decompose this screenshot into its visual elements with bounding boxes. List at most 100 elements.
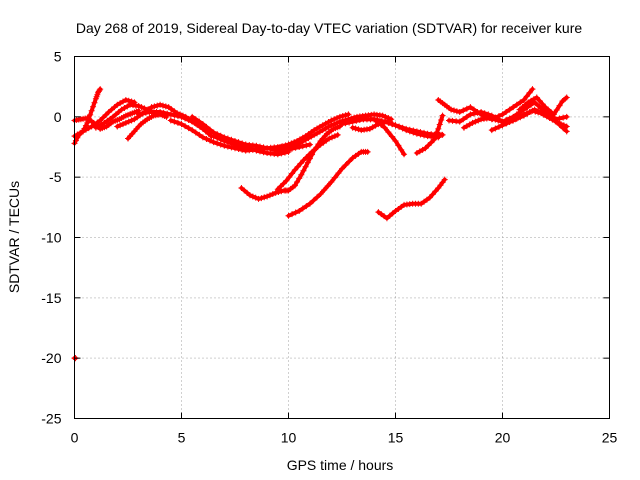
data-point [431, 136, 438, 143]
data-point-marker [314, 194, 321, 201]
data-point [542, 111, 549, 118]
data-point-marker [536, 97, 543, 104]
data-point [403, 125, 410, 132]
data-point [499, 122, 506, 129]
data-point-marker [72, 137, 79, 144]
data-point-marker [271, 150, 278, 157]
data-point-marker [433, 129, 440, 136]
series-arc-f [125, 111, 170, 142]
data-point-marker [196, 131, 203, 138]
data-point [276, 144, 283, 150]
data-point-marker [292, 209, 299, 216]
data-point-marker [495, 123, 502, 130]
y-tick-label: -10 [41, 230, 61, 246]
data-point-marker [203, 135, 210, 142]
data-point-marker [303, 142, 310, 149]
data-point-marker [224, 139, 231, 146]
data-point-marker [398, 203, 405, 210]
data-point [122, 119, 129, 126]
data-point-marker [278, 150, 285, 157]
data-point [495, 117, 502, 124]
data-point-marker [171, 118, 178, 125]
data-point-marker [154, 102, 161, 109]
data-point [381, 124, 388, 131]
data-point [467, 111, 474, 118]
data-point-marker [260, 149, 267, 156]
series-trace [72, 97, 137, 139]
data-point-marker [77, 129, 84, 136]
series-trace [489, 107, 569, 134]
data-point-marker [100, 114, 107, 121]
data-point-marker [475, 117, 482, 124]
data-point-marker [553, 106, 560, 113]
data-point-marker [335, 170, 342, 177]
data-point-marker [124, 103, 131, 110]
data-point-marker [382, 113, 389, 120]
data-point-marker [513, 101, 520, 108]
data-point-marker [125, 97, 132, 104]
data-point-marker [127, 111, 134, 118]
data-point-marker [489, 115, 496, 122]
y-tick-label: 0 [54, 109, 62, 125]
data-point-marker [162, 103, 169, 110]
data-point [298, 171, 305, 178]
data-point-marker [128, 117, 135, 124]
data-point-marker [299, 205, 306, 212]
data-point-marker [252, 194, 259, 201]
data-point-marker [385, 119, 392, 126]
x-tick-label: 0 [71, 430, 79, 446]
data-point-marker [436, 121, 443, 128]
data-point-marker [258, 195, 265, 202]
data-point [291, 166, 298, 173]
data-point [272, 189, 279, 196]
data-point-marker [185, 117, 192, 124]
data-point-marker [549, 116, 556, 123]
y-tick-label: -5 [49, 169, 62, 185]
data-point-marker [331, 121, 338, 128]
data-point-marker [425, 142, 432, 149]
data-point-marker [385, 129, 392, 136]
data-point-marker [342, 162, 349, 169]
data-point-marker [538, 109, 545, 116]
data-point-marker [297, 160, 304, 167]
data-point-marker [102, 111, 109, 118]
data-point-marker [310, 197, 317, 204]
data-point-marker [129, 130, 136, 137]
data-point-marker [111, 104, 118, 111]
data-point [401, 151, 408, 158]
y-tick-label: -25 [41, 411, 61, 427]
data-point-marker [107, 115, 114, 122]
data-point-marker [316, 128, 323, 135]
data-point-marker [481, 110, 488, 117]
data-point-marker [560, 125, 567, 132]
data-point [478, 109, 485, 116]
data-point [510, 104, 517, 111]
data-point-marker [148, 113, 155, 120]
series-arc-u [413, 112, 446, 157]
y-tick-label: -15 [41, 290, 61, 306]
x-tick-label: 10 [281, 430, 297, 446]
data-point-marker [463, 113, 470, 120]
data-point-marker [214, 134, 221, 141]
data-point-marker [346, 119, 353, 126]
data-point [334, 131, 341, 138]
x-tick-label: 25 [602, 430, 618, 446]
data-point-marker [438, 117, 445, 124]
y-tick-label: -20 [41, 350, 61, 366]
data-point [199, 121, 206, 128]
data-point-marker [406, 126, 413, 133]
data-point [520, 112, 527, 119]
data-point-marker [294, 178, 301, 185]
series-arc-z [516, 94, 570, 118]
data-point-marker [346, 158, 353, 165]
data-point-marker [117, 122, 124, 129]
data-point [304, 159, 311, 166]
data-point-marker [396, 123, 403, 130]
data-point-marker [423, 196, 430, 203]
data-point [253, 147, 260, 154]
data-point-marker [492, 125, 499, 132]
data-point-marker [120, 113, 127, 120]
data-point-marker [429, 191, 436, 198]
data-point-marker [522, 101, 529, 108]
data-point-marker [503, 120, 510, 127]
